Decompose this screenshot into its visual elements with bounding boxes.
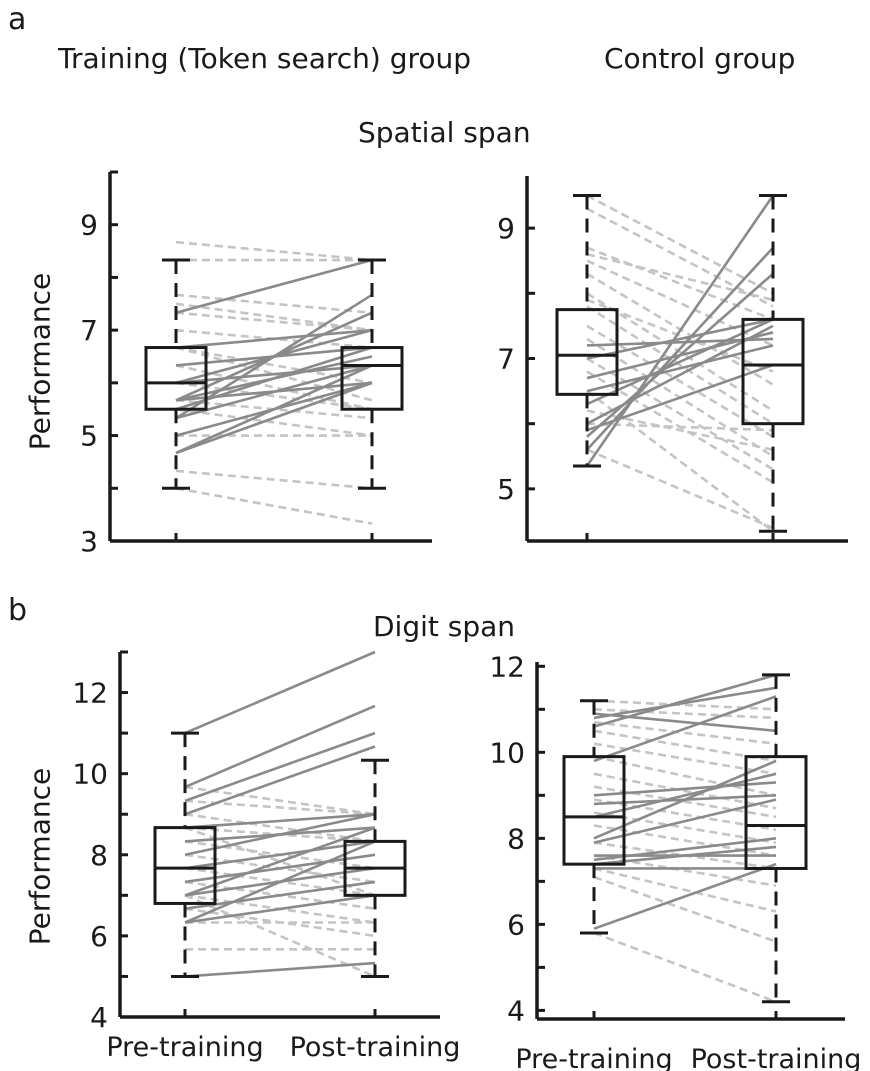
subject-line-decrease <box>586 194 774 295</box>
box-iqr <box>340 346 404 411</box>
subject-line-decrease <box>175 407 373 437</box>
subject-line-decrease <box>586 252 774 302</box>
subject-line-increase <box>184 840 376 870</box>
subject-line-decrease <box>593 931 777 1004</box>
group-title-control: Control group <box>604 42 796 75</box>
y-tick-label: 5 <box>497 473 515 506</box>
subject-line-increase <box>184 826 376 897</box>
subject-line-decrease <box>593 729 777 763</box>
subject-line-increase <box>175 381 373 455</box>
y-tick-label: 3 <box>80 525 98 558</box>
subject-line-increase <box>593 798 777 844</box>
subject-line-increase <box>593 673 777 728</box>
subject-line-increase <box>593 695 777 763</box>
y-tick-label: 6 <box>90 920 108 953</box>
panel-digit-training: 4 6 8 10 12 Pre-training Post-training <box>72 650 461 1063</box>
subject-line-decrease <box>593 699 777 711</box>
subject-line-decrease <box>586 246 774 321</box>
subject-line-decrease <box>593 867 777 913</box>
subject-line-decrease <box>586 448 774 530</box>
box-iqr <box>555 308 619 396</box>
subject-line-increase <box>175 258 373 315</box>
subject-line-increase <box>593 686 777 720</box>
group-title-training: Training (Token search) group <box>58 42 472 75</box>
subject-line-increase <box>184 840 376 924</box>
subject-line-decrease <box>175 469 373 490</box>
subject-line-decrease <box>175 293 373 315</box>
subject-line-increase <box>184 704 376 789</box>
subject-line-increase <box>184 812 376 829</box>
subject-line-decrease <box>593 708 777 720</box>
subject-line-increase <box>175 355 373 402</box>
subject-line-decrease <box>175 240 373 262</box>
subject-line-decrease <box>593 720 777 746</box>
subject-line-increase <box>184 731 376 803</box>
y-tick-label: 4 <box>90 1001 108 1034</box>
y-tick-label: 12 <box>489 650 525 683</box>
panel-letter-b: b <box>8 593 28 628</box>
y-tick-label: 7 <box>497 343 515 376</box>
subject-line-increase <box>175 328 373 349</box>
subject-line-decrease <box>175 302 373 332</box>
box-iqr <box>744 755 808 870</box>
subject-line-decrease <box>184 894 376 978</box>
panel-spatial-control: 5 7 9 <box>497 176 848 543</box>
subject-line-increase <box>184 853 376 884</box>
subject-line-decrease <box>586 422 774 432</box>
subject-line-decrease <box>184 812 376 843</box>
subject-line-increase <box>175 364 373 385</box>
subject-line-increase <box>593 712 777 733</box>
subject-line-decrease <box>175 346 373 385</box>
subject-line-increase <box>184 745 376 816</box>
subject-line-decrease <box>586 357 774 471</box>
subject-line-increase <box>586 246 774 451</box>
y-tick-label: 9 <box>80 209 98 242</box>
subject-line-decrease <box>184 785 376 816</box>
subject-line-increase <box>175 381 373 402</box>
row-title-digit: Digit span <box>373 610 516 643</box>
y-tick-label: 10 <box>72 758 108 791</box>
subject-line-increase <box>184 880 376 911</box>
subject-line-increase <box>184 961 376 978</box>
box-iqr <box>153 826 217 905</box>
box-iqr <box>562 755 626 866</box>
panel-letter-a: a <box>8 2 27 37</box>
subject-line-increase <box>175 381 373 437</box>
y-tick-label: 10 <box>489 736 525 769</box>
subject-line-increase <box>184 812 376 857</box>
y-tick-label: 5 <box>80 420 98 453</box>
x-tick-label: Pre-training <box>106 1032 263 1063</box>
subject-line-increase <box>585 194 775 467</box>
panel-spatial-training: 3 5 7 9 <box>80 170 432 558</box>
subject-line-decrease <box>586 324 774 438</box>
subject-line-decrease <box>175 487 373 525</box>
subject-line-increase <box>184 650 376 735</box>
y-tick-label: 7 <box>80 314 98 347</box>
x-tick-label: Post-training <box>290 1032 461 1063</box>
y-tick-label: 12 <box>72 677 108 710</box>
subject-line-increase <box>175 346 373 367</box>
panel-digit-control: 4 6 8 10 12 Pre-training Post-training <box>489 650 861 1071</box>
subject-line-decrease <box>175 381 373 411</box>
y-tick-label: 4 <box>507 994 525 1027</box>
subject-line-increase <box>184 894 376 924</box>
subject-line-decrease <box>175 311 373 332</box>
row-title-spatial: Spatial span <box>358 116 531 149</box>
y-tick-label: 8 <box>507 822 525 855</box>
subject-line-decrease <box>586 207 774 308</box>
y-tick-label: 6 <box>507 908 525 941</box>
x-tick-label: Pre-training <box>515 1044 672 1071</box>
subject-line-increase <box>593 862 777 930</box>
x-tick-label: Post-training <box>691 1044 862 1071</box>
y-tick-label: 8 <box>90 839 108 872</box>
subject-line-decrease <box>593 875 777 943</box>
subject-line-decrease <box>593 742 777 776</box>
y-tick-label: 9 <box>497 212 515 245</box>
box-iqr <box>144 346 208 411</box>
subject-line-decrease <box>593 854 777 887</box>
box-iqr <box>741 317 805 426</box>
